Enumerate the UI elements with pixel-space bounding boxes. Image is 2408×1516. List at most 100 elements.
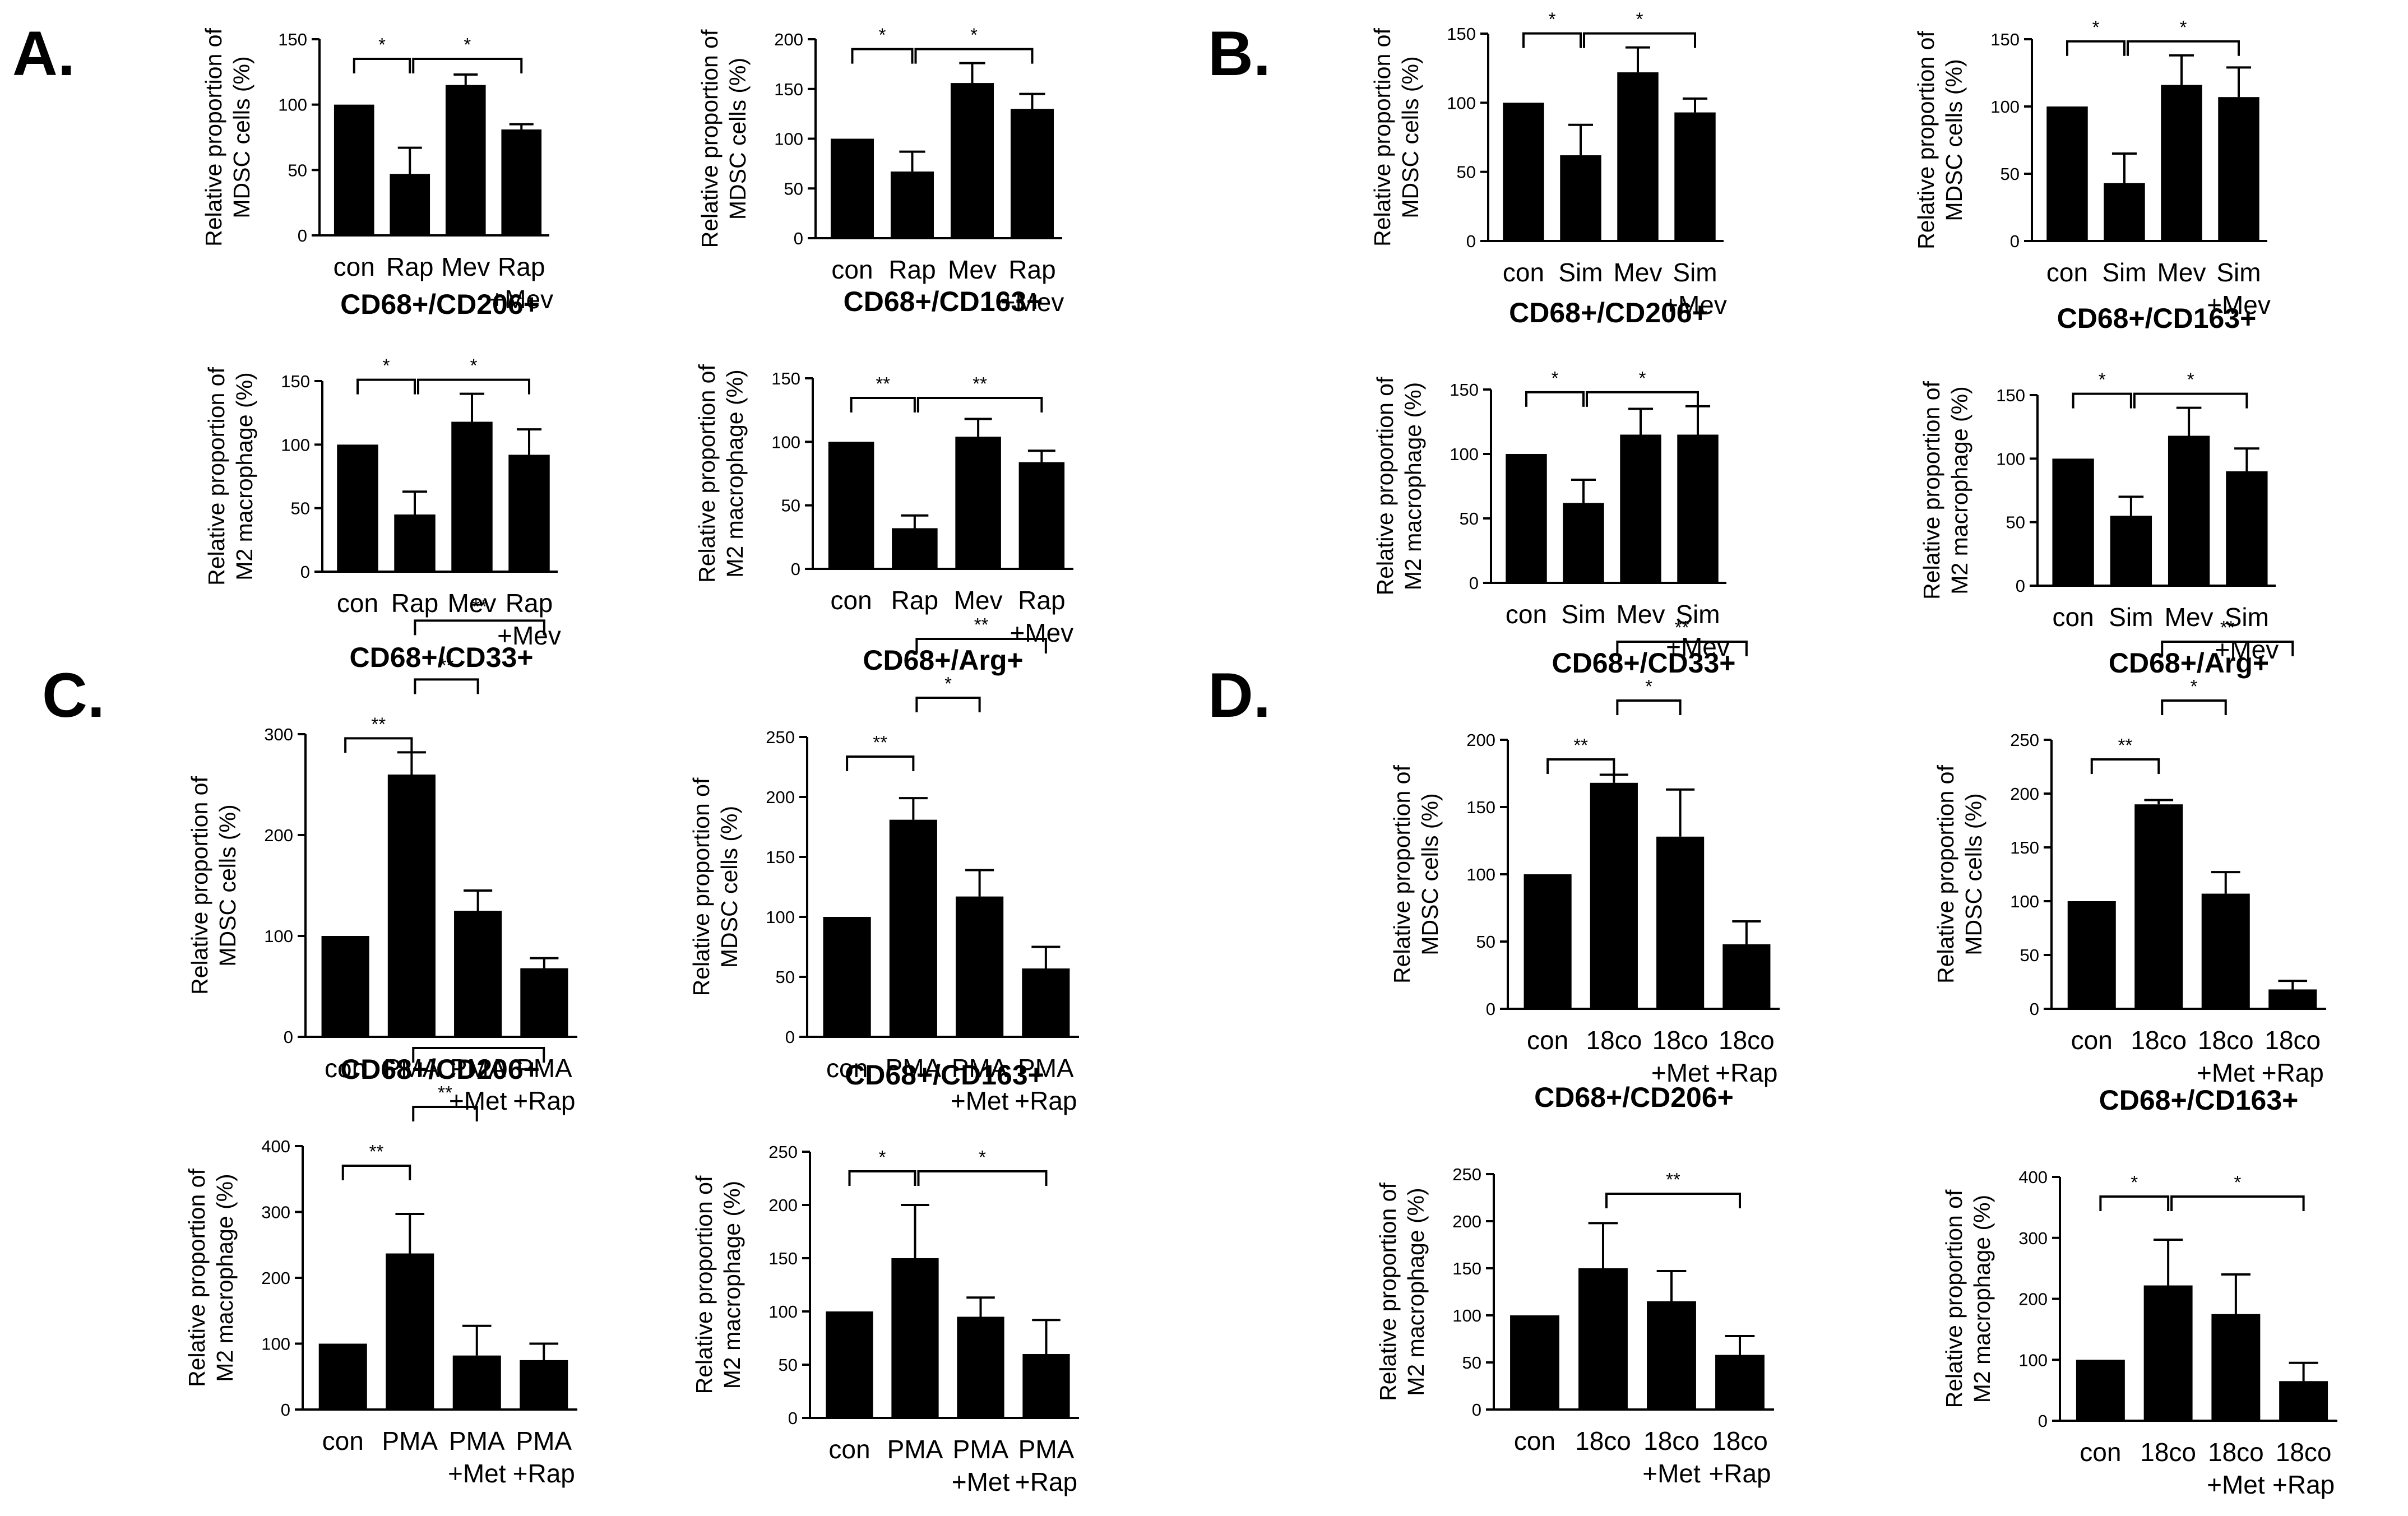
y-tick-label: 50 — [2001, 164, 2020, 184]
x-category-label: 18co — [1712, 1426, 1768, 1455]
y-axis-label: Relative proportion of — [1933, 765, 1958, 984]
bar — [390, 174, 430, 235]
significance-bracket — [1605, 1193, 1741, 1208]
bar — [387, 775, 436, 1037]
bar — [1560, 155, 1601, 241]
x-category-label: 18co — [2265, 1026, 2321, 1055]
y-tick-label: 300 — [264, 725, 293, 744]
x-category-label: Sim — [2225, 602, 2269, 632]
y-axis-label: M2 macrophage (%) — [722, 369, 748, 577]
y-tick-label: 150 — [1466, 798, 1495, 817]
x-category-label: PMA — [449, 1426, 505, 1455]
x-category-label: Mev — [2165, 602, 2213, 632]
x-category-label: +Met — [448, 1459, 506, 1488]
y-tick-label: 100 — [278, 95, 307, 115]
y-tick-label: 50 — [288, 160, 307, 180]
x-category-label: con — [2080, 1438, 2121, 1467]
y-tick-label: 300 — [2018, 1228, 2048, 1248]
y-tick-label: 0 — [1466, 231, 1476, 251]
bar — [452, 1355, 501, 1410]
significance-bracket — [412, 1106, 478, 1121]
significance-bracket — [2099, 1195, 2170, 1211]
significance-bracket — [846, 755, 915, 771]
bar — [520, 968, 568, 1037]
bar — [2134, 804, 2183, 1009]
chart-title: CD68+/CD33+ — [1552, 647, 1736, 679]
chart-title: CD68+/CD163+ — [844, 286, 1043, 317]
chart-title: CD68+/CD33+ — [350, 642, 534, 673]
y-axis-label: Relative proportion of — [1375, 1183, 1401, 1401]
y-tick-label: 100 — [1447, 93, 1476, 113]
significance-bracket — [341, 1165, 411, 1180]
y-tick-label: 100 — [1990, 97, 2020, 117]
bar — [394, 514, 436, 572]
y-tick-label: 400 — [261, 1137, 290, 1156]
bar — [337, 444, 378, 572]
y-tick-label: 0 — [1486, 999, 1495, 1019]
significance-bracket — [412, 1047, 545, 1063]
y-axis-label: Relative proportion of — [201, 28, 226, 247]
bar — [318, 1343, 367, 1410]
bar — [2268, 989, 2317, 1009]
x-category-label: 18co — [2276, 1438, 2332, 1467]
bar — [1563, 503, 1604, 583]
y-tick-label: 100 — [774, 129, 803, 149]
x-category-label: +Mev — [1666, 632, 1730, 661]
x-category-label: con — [2053, 602, 2094, 632]
y-tick-label: 200 — [1466, 730, 1495, 750]
y-axis-label: Relative proportion of — [1369, 28, 1395, 247]
significance-label: * — [2131, 1172, 2138, 1193]
x-category-label: Rap — [506, 588, 553, 618]
x-category-label: +Rap — [2272, 1470, 2335, 1499]
bar — [892, 528, 938, 569]
significance-bracket — [414, 678, 479, 694]
x-category-label: con — [325, 1054, 366, 1083]
significance-bracket — [2133, 392, 2248, 409]
x-category-label: 18co — [1652, 1026, 1708, 1055]
x-category-label: PMA — [382, 1426, 438, 1455]
x-category-label: 18co — [1586, 1026, 1642, 1055]
bar — [1620, 434, 1661, 583]
y-tick-label: 50 — [779, 1355, 798, 1375]
x-category-label: PMA — [450, 1054, 506, 1083]
bar — [321, 936, 369, 1037]
bar — [1578, 1268, 1628, 1410]
x-category-label: Sim — [1675, 600, 1720, 629]
x-category-label: PMA — [953, 1435, 1009, 1464]
significance-bracket — [2127, 40, 2240, 56]
bar — [2226, 471, 2268, 586]
bar — [454, 911, 502, 1037]
significance-label: * — [2099, 369, 2106, 390]
significance-label: * — [2234, 1172, 2241, 1193]
y-axis-label: Relative proportion of — [688, 777, 714, 996]
x-category-label: +Rap — [1015, 1086, 1077, 1115]
x-category-label: Sim — [2109, 602, 2153, 632]
bar — [2104, 183, 2145, 241]
y-tick-label: 50 — [784, 179, 803, 198]
significance-bracket — [1616, 699, 1682, 715]
y-tick-label: 150 — [1447, 24, 1476, 44]
x-category-label: Mev — [1614, 258, 1663, 287]
x-category-label: PMA — [952, 1054, 1008, 1083]
x-category-label: 18co — [1719, 1026, 1775, 1055]
significance-bracket — [2072, 392, 2132, 409]
y-tick-label: 100 — [261, 1334, 290, 1354]
y-tick-label: 50 — [1476, 932, 1495, 952]
y-axis-label: Relative proportion of — [184, 1169, 210, 1387]
significance-bracket — [914, 48, 1034, 64]
significance-bracket — [2170, 1195, 2305, 1211]
bar — [2218, 97, 2259, 241]
bar — [957, 1316, 1004, 1418]
y-tick-label: 150 — [1996, 386, 2025, 405]
significance-bracket — [915, 638, 1047, 653]
x-category-label: con — [334, 252, 375, 281]
significance-bracket — [2161, 641, 2294, 656]
x-category-label: +Rap — [1715, 1058, 1777, 1087]
y-tick-label: 150 — [281, 372, 310, 391]
